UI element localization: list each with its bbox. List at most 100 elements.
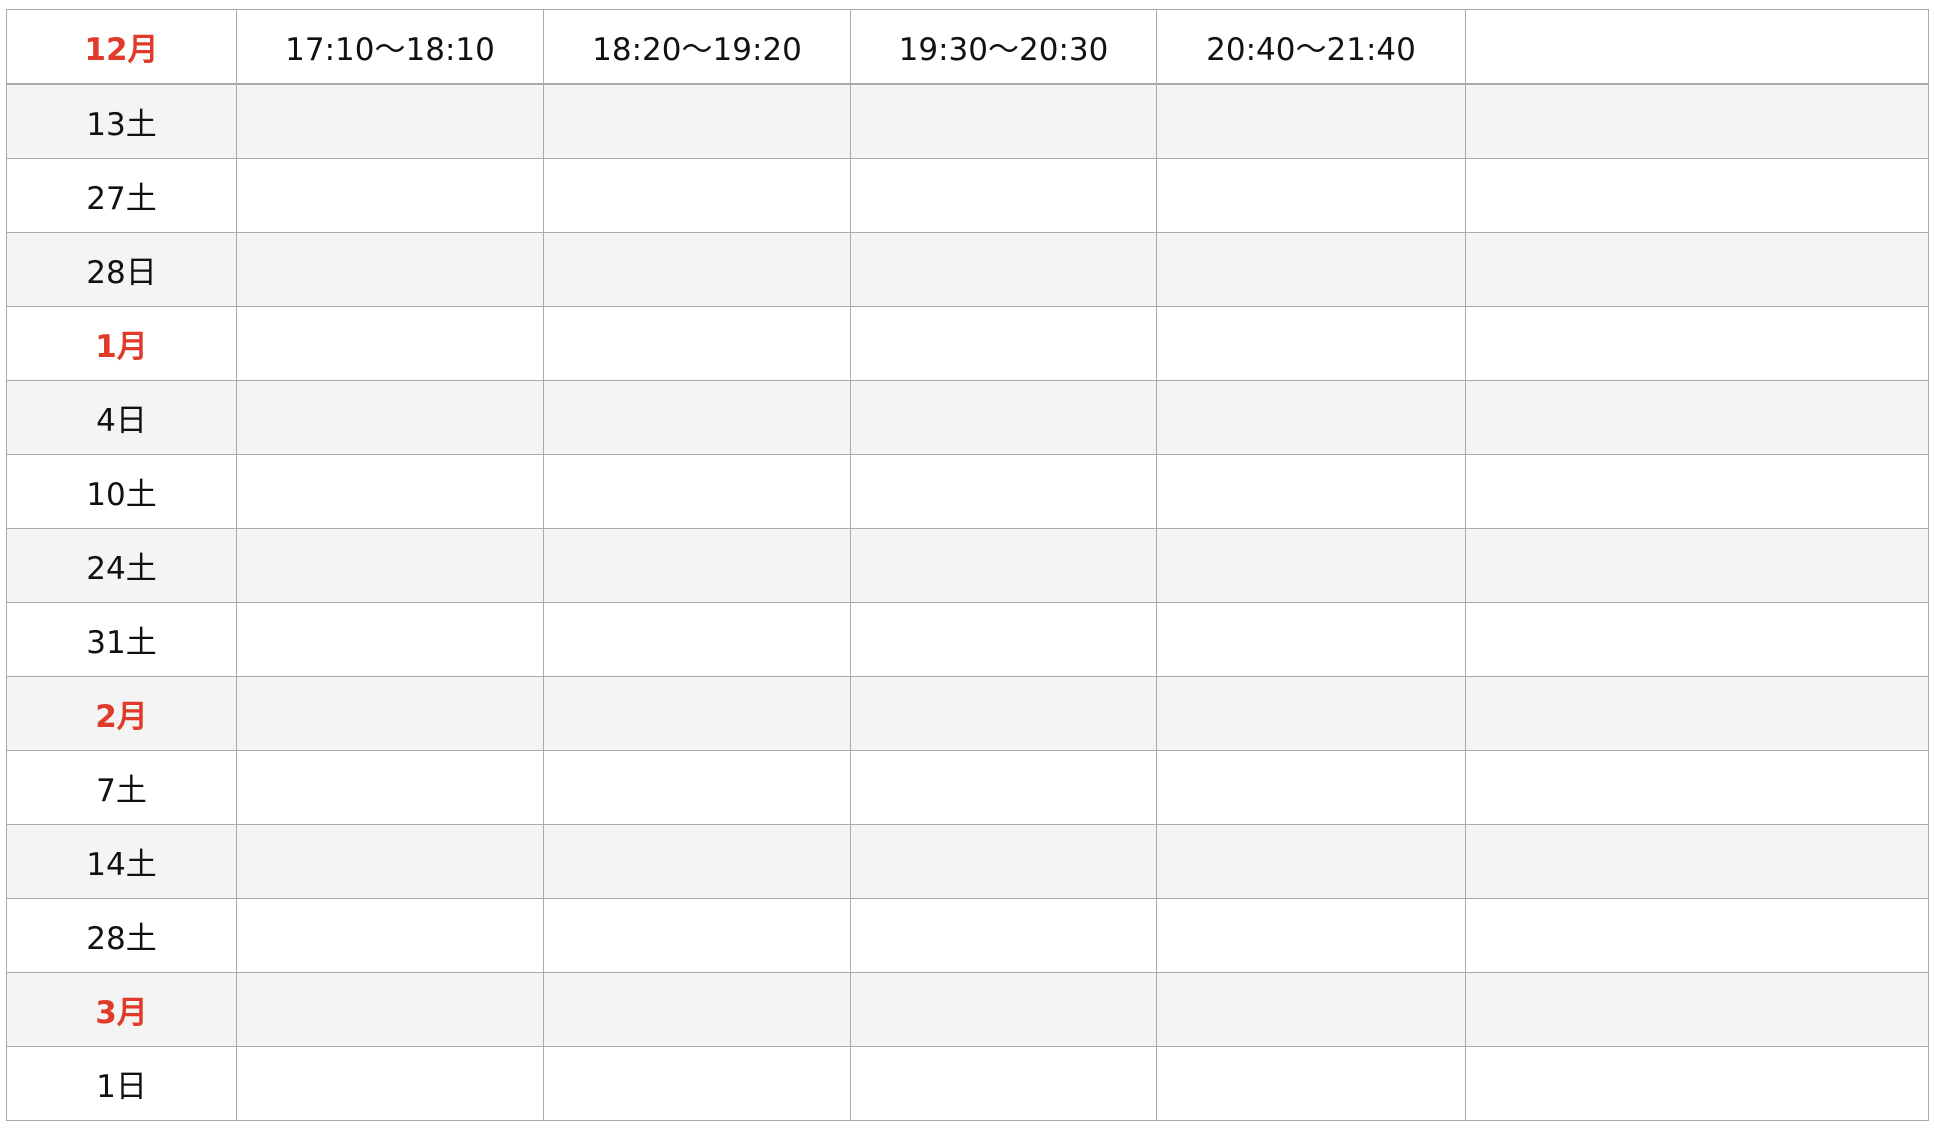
schedule-cell[interactable]	[236, 306, 544, 381]
schedule-cell[interactable]	[850, 380, 1157, 455]
schedule-cell[interactable]	[1465, 454, 1929, 529]
schedule-cell[interactable]	[850, 750, 1157, 825]
schedule-cell[interactable]	[236, 528, 544, 603]
schedule-cell[interactable]	[850, 83, 1157, 159]
schedule-cell[interactable]	[1156, 158, 1466, 233]
schedule-cell[interactable]	[236, 1046, 544, 1121]
date-row: 4日	[6, 380, 1929, 455]
schedule-cell[interactable]	[1465, 602, 1929, 677]
schedule-cell[interactable]	[850, 602, 1157, 677]
schedule-cell[interactable]	[543, 972, 851, 1047]
date-label: 28日	[6, 232, 237, 307]
schedule-cell[interactable]	[1156, 306, 1466, 381]
schedule-cell[interactable]	[850, 676, 1157, 751]
month-label: 1月	[6, 306, 237, 381]
schedule-cell[interactable]	[850, 306, 1157, 381]
schedule-cell[interactable]	[850, 824, 1157, 899]
date-row: 1日	[6, 1046, 1929, 1121]
schedule-cell[interactable]	[543, 898, 851, 973]
schedule-cell[interactable]	[1465, 750, 1929, 825]
time-slot-header: 19:30〜20:30	[850, 9, 1157, 85]
schedule-cell[interactable]	[1465, 898, 1929, 973]
month-row: 3月	[6, 972, 1929, 1047]
date-label: 24土	[6, 528, 237, 603]
date-row: 13土	[6, 83, 1929, 159]
schedule-cell[interactable]	[543, 158, 851, 233]
schedule-cell[interactable]	[236, 972, 544, 1047]
schedule-cell[interactable]	[850, 1046, 1157, 1121]
schedule-cell[interactable]	[236, 232, 544, 307]
schedule-cell[interactable]	[1156, 750, 1466, 825]
date-row: 28日	[6, 232, 1929, 307]
schedule-cell[interactable]	[1156, 232, 1466, 307]
schedule-cell[interactable]	[543, 380, 851, 455]
schedule-cell[interactable]	[1156, 824, 1466, 899]
schedule-cell[interactable]	[543, 602, 851, 677]
date-row: 24土	[6, 528, 1929, 603]
header-month: 12月	[6, 9, 237, 85]
date-label: 4日	[6, 380, 237, 455]
date-label: 13土	[6, 83, 237, 159]
schedule-cell[interactable]	[850, 972, 1157, 1047]
date-label: 7土	[6, 750, 237, 825]
schedule-cell[interactable]	[236, 602, 544, 677]
date-row: 10土	[6, 454, 1929, 529]
schedule-cell[interactable]	[1465, 972, 1929, 1047]
schedule-cell[interactable]	[236, 750, 544, 825]
schedule-cell[interactable]	[1465, 1046, 1929, 1121]
schedule-cell[interactable]	[850, 528, 1157, 603]
schedule-cell[interactable]	[236, 380, 544, 455]
schedule-cell[interactable]	[1156, 528, 1466, 603]
schedule-cell[interactable]	[543, 306, 851, 381]
schedule-cell[interactable]	[1465, 676, 1929, 751]
schedule-cell[interactable]	[850, 232, 1157, 307]
schedule-cell[interactable]	[236, 83, 544, 159]
schedule-cell[interactable]	[1156, 83, 1466, 159]
schedule-cell[interactable]	[1465, 824, 1929, 899]
month-row: 2月	[6, 676, 1929, 751]
date-label: 1日	[6, 1046, 237, 1121]
date-row: 31土	[6, 602, 1929, 677]
schedule-table: 12月 17:10〜18:10 18:20〜19:20 19:30〜20:30 …	[6, 9, 1929, 1121]
schedule-cell[interactable]	[850, 898, 1157, 973]
schedule-cell[interactable]	[1156, 1046, 1466, 1121]
schedule-cell[interactable]	[236, 898, 544, 973]
schedule-cell[interactable]	[543, 750, 851, 825]
schedule-cell[interactable]	[543, 232, 851, 307]
date-row: 27土	[6, 158, 1929, 233]
schedule-cell[interactable]	[543, 824, 851, 899]
schedule-cell[interactable]	[1156, 972, 1466, 1047]
date-label: 14土	[6, 824, 237, 899]
time-slot-header: 18:20〜19:20	[543, 9, 851, 85]
schedule-cell[interactable]	[543, 1046, 851, 1121]
schedule-cell[interactable]	[850, 158, 1157, 233]
schedule-cell[interactable]	[1156, 676, 1466, 751]
schedule-cell[interactable]	[850, 454, 1157, 529]
date-label: 27土	[6, 158, 237, 233]
schedule-cell[interactable]	[236, 676, 544, 751]
schedule-cell[interactable]	[543, 83, 851, 159]
schedule-cell[interactable]	[1156, 602, 1466, 677]
time-slot-header: 20:40〜21:40	[1156, 9, 1466, 85]
date-row: 14土	[6, 824, 1929, 899]
schedule-cell[interactable]	[1465, 306, 1929, 381]
schedule-cell[interactable]	[1465, 232, 1929, 307]
date-label: 31土	[6, 602, 237, 677]
schedule-cell[interactable]	[543, 454, 851, 529]
month-label: 3月	[6, 972, 237, 1047]
schedule-cell[interactable]	[543, 676, 851, 751]
schedule-cell[interactable]	[1156, 898, 1466, 973]
schedule-cell[interactable]	[236, 158, 544, 233]
schedule-cell[interactable]	[1465, 380, 1929, 455]
schedule-cell[interactable]	[236, 824, 544, 899]
schedule-cell[interactable]	[236, 454, 544, 529]
schedule-cell[interactable]	[1465, 83, 1929, 159]
date-label: 28土	[6, 898, 237, 973]
schedule-cell[interactable]	[1465, 528, 1929, 603]
schedule-cell[interactable]	[1465, 158, 1929, 233]
schedule-cell[interactable]	[1156, 380, 1466, 455]
schedule-cell[interactable]	[1156, 454, 1466, 529]
schedule-cell[interactable]	[543, 528, 851, 603]
date-label: 10土	[6, 454, 237, 529]
month-label: 2月	[6, 676, 237, 751]
